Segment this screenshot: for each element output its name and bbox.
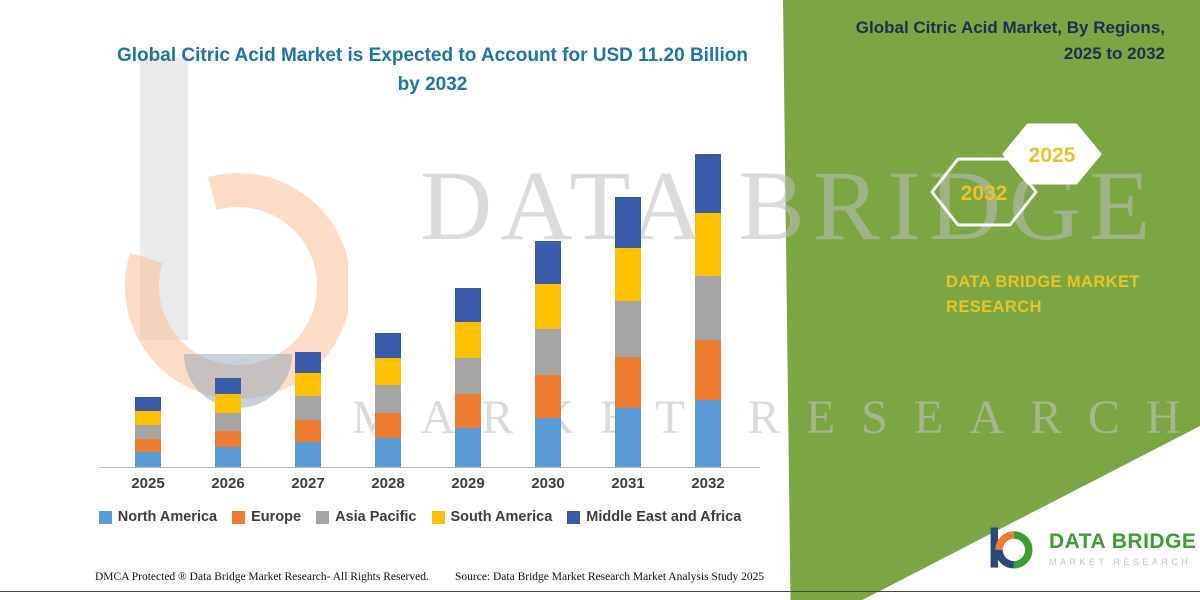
segment-north-america bbox=[615, 408, 641, 467]
legend-label: North America bbox=[117, 509, 218, 525]
chart-title: Global Citric Acid Market is Expected to… bbox=[116, 45, 748, 95]
side-panel-title: Global Citric Acid Market, By Regions, 2… bbox=[825, 15, 1165, 68]
segment-middle-east-and-africa bbox=[375, 332, 401, 359]
logo-subtitle: MARKET RESEARCH bbox=[1049, 556, 1192, 567]
segment-south-america bbox=[695, 212, 721, 276]
bar-2030 bbox=[535, 240, 561, 467]
legend-item: Europe bbox=[232, 509, 301, 525]
brand-line2: RESEARCH bbox=[946, 297, 1042, 316]
segment-asia-pacific bbox=[135, 425, 161, 440]
legend-item: Asia Pacific bbox=[316, 509, 417, 525]
segment-south-america bbox=[535, 283, 561, 329]
footer-dmca: DMCA Protected ® Data Bridge Market Rese… bbox=[95, 571, 429, 583]
x-axis-label-2032: 2032 bbox=[691, 475, 725, 492]
segment-north-america bbox=[455, 427, 481, 467]
segment-asia-pacific bbox=[455, 358, 481, 395]
legend-swatch bbox=[316, 510, 330, 524]
footer-source: Source: Data Bridge Market Research Mark… bbox=[455, 571, 765, 583]
segment-europe bbox=[455, 394, 481, 428]
legend-item: South America bbox=[431, 509, 553, 525]
x-axis-label-2030: 2030 bbox=[531, 475, 565, 492]
segment-north-america bbox=[135, 451, 161, 467]
segment-asia-pacific bbox=[295, 395, 321, 420]
bar-2025 bbox=[135, 397, 161, 467]
legend: North America Europe Asia Pacific South Ame… bbox=[40, 509, 800, 525]
brand-line1: DATA BRIDGE MARKET bbox=[946, 273, 1140, 291]
hexagon-label-2025: 2025 bbox=[1029, 144, 1076, 167]
legend-item: Middle East and Africa bbox=[567, 509, 741, 525]
bar-2032 bbox=[695, 154, 721, 467]
hexagon-label-2032: 2032 bbox=[961, 182, 1008, 205]
x-axis-label-2028: 2028 bbox=[371, 475, 405, 492]
segment-europe bbox=[375, 412, 401, 438]
segment-europe bbox=[615, 356, 641, 409]
segment-south-america bbox=[135, 411, 161, 426]
segment-asia-pacific bbox=[375, 384, 401, 413]
bar-2031 bbox=[615, 197, 641, 467]
x-axis-label-2025: 2025 bbox=[131, 475, 165, 492]
segment-north-america bbox=[535, 418, 561, 467]
segment-middle-east-and-africa bbox=[295, 352, 321, 374]
legend-swatch bbox=[232, 510, 246, 524]
data-bridge-logo: DATA BRIDGE MARKET RESEARCH bbox=[985, 521, 1196, 575]
segment-north-america bbox=[215, 447, 241, 467]
segment-middle-east-and-africa bbox=[455, 288, 481, 322]
x-axis-label-2031: 2031 bbox=[611, 475, 645, 492]
segment-europe bbox=[535, 374, 561, 419]
segment-south-america bbox=[615, 247, 641, 301]
legend-swatch bbox=[567, 510, 581, 524]
legend-swatch bbox=[98, 510, 112, 524]
watermark-text-marketresearch: MARKET RESEARCH bbox=[352, 391, 1200, 444]
logo-text: DATA BRIDGE MARKET RESEARCH bbox=[1049, 530, 1196, 567]
data-bridge-logo-icon bbox=[990, 527, 1033, 569]
segment-asia-pacific bbox=[535, 328, 561, 375]
x-axis-label-2026: 2026 bbox=[211, 475, 245, 492]
x-axis-label-2027: 2027 bbox=[291, 475, 325, 492]
segment-asia-pacific bbox=[215, 412, 241, 431]
segment-middle-east-and-africa bbox=[615, 197, 641, 248]
side-panel-title-line1: Global Citric Acid Market, By Regions, bbox=[855, 18, 1165, 37]
segment-south-america bbox=[215, 394, 241, 413]
bar-2029 bbox=[455, 288, 481, 467]
footer-divider bbox=[0, 591, 1200, 592]
bar-2026 bbox=[215, 377, 241, 467]
segment-north-america bbox=[295, 441, 321, 467]
x-axis-labels: 2025 2026 2027 2028 2029 2030 2031 2032 bbox=[100, 475, 760, 495]
bar-2028 bbox=[375, 332, 401, 467]
legend-label: Middle East and Africa bbox=[586, 509, 742, 525]
segment-europe bbox=[215, 430, 241, 448]
plot-area bbox=[100, 140, 760, 468]
segment-middle-east-and-africa bbox=[215, 377, 241, 395]
segment-europe bbox=[295, 419, 321, 442]
x-axis-label-2029: 2029 bbox=[451, 475, 485, 492]
legend-swatch bbox=[431, 510, 445, 524]
segment-europe bbox=[135, 439, 161, 452]
segment-south-america bbox=[375, 358, 401, 385]
segment-north-america bbox=[695, 399, 721, 467]
legend-label: Europe bbox=[251, 509, 302, 525]
segment-asia-pacific bbox=[695, 275, 721, 340]
segment-middle-east-and-africa bbox=[135, 397, 161, 412]
segment-middle-east-and-africa bbox=[695, 154, 721, 213]
legend-label: South America bbox=[450, 509, 553, 525]
legend-label: Asia Pacific bbox=[335, 509, 417, 525]
segment-europe bbox=[695, 339, 721, 400]
side-panel-brand: DATA BRIDGE MARKET RESEARCH bbox=[946, 270, 1140, 320]
hexagon-shape-2025 bbox=[1002, 123, 1102, 185]
segment-north-america bbox=[375, 437, 401, 467]
segment-south-america bbox=[295, 373, 321, 396]
logo-title: DATA BRIDGE bbox=[1049, 529, 1197, 553]
year-hexagons: 2032 2025 bbox=[930, 123, 1102, 227]
side-panel-title-line2: 2025 to 2032 bbox=[1063, 44, 1165, 64]
segment-asia-pacific bbox=[615, 300, 641, 357]
bar-2027 bbox=[295, 352, 321, 467]
segment-middle-east-and-africa bbox=[535, 240, 561, 284]
legend-item: North America bbox=[98, 509, 218, 525]
segment-south-america bbox=[455, 321, 481, 359]
